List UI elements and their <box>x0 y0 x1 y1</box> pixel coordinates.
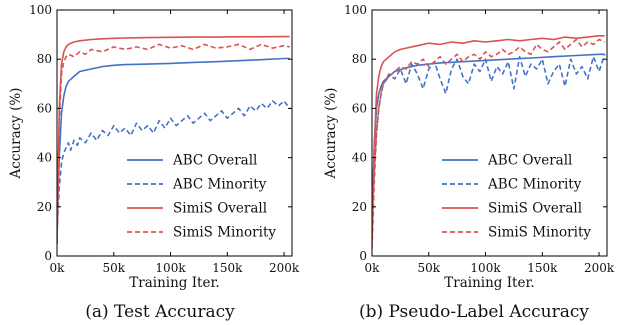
x-axis-label: Training Iter. <box>444 275 534 291</box>
y-tick-label: 40 <box>352 151 367 165</box>
x-tick-label: 150k <box>527 261 558 275</box>
legend: ABC Overall ABC Minority SimiS Overall Simi… <box>127 153 276 241</box>
y-tick-label: 100 <box>344 3 367 17</box>
x-tick-label: 0k <box>50 261 66 275</box>
y-axis-label: Accuracy (%) <box>8 88 24 180</box>
x-tick-label: 200k <box>584 261 615 275</box>
axes-frame <box>56 9 293 257</box>
y-tick-label: 0 <box>44 249 52 263</box>
legend-label: ABC Minority <box>487 177 582 193</box>
x-tick-label: 100k <box>155 261 186 275</box>
y-tick-label: 60 <box>352 101 367 115</box>
legend: ABC Overall ABC Minority SimiS Overall Simi… <box>442 153 591 241</box>
panel-caption: (b) Pseudo-Label Accuracy <box>359 302 589 322</box>
chart-panel-2: 0k 50k 100k 150k 200k 0 20 40 60 80 100 Training It… <box>323 3 615 322</box>
series-line-simis-overall <box>57 35 290 244</box>
series-line-abc-overall <box>372 53 605 220</box>
x-tick-label: 200k <box>269 261 300 275</box>
series-group <box>57 35 291 244</box>
x-tick-label: 0k <box>365 261 381 275</box>
series-line-simis-minority <box>372 38 606 249</box>
x-tick-label: 100k <box>470 261 501 275</box>
series-line-abc-overall <box>57 57 290 227</box>
y-tick-label: 20 <box>37 200 52 214</box>
legend-label: ABC Minority <box>172 177 267 193</box>
x-tick-label: 50k <box>102 261 125 275</box>
x-tick-label: 150k <box>212 261 243 275</box>
x-tick-label: 50k <box>417 261 440 275</box>
axes-frame <box>371 9 608 257</box>
legend-label: ABC Overall <box>172 153 257 169</box>
y-tick-label: 60 <box>37 101 52 115</box>
legend-label: SimiS Minority <box>173 225 276 241</box>
series-line-simis-overall <box>372 35 605 244</box>
y-tick-label: 20 <box>352 200 367 214</box>
x-axis-label: Training Iter. <box>129 275 219 291</box>
y-tick-label: 40 <box>37 151 52 165</box>
y-tick-label: 100 <box>29 3 52 17</box>
series-line-abc-minority <box>57 100 291 232</box>
y-axis-label: Accuracy (%) <box>323 88 339 180</box>
legend-label: SimiS Overall <box>488 201 582 217</box>
legend-label: SimiS Minority <box>488 225 591 241</box>
chart-panel-1: 0k 50k 100k 150k 200k 0 20 40 60 80 100 Training It… <box>8 3 300 322</box>
series-line-abc-minority <box>372 54 606 220</box>
y-tick-label: 80 <box>352 52 367 66</box>
series-line-simis-minority <box>57 43 290 244</box>
legend-label: SimiS Overall <box>173 201 267 217</box>
y-tick-label: 0 <box>359 249 367 263</box>
panel-caption: (a) Test Accuracy <box>85 302 235 322</box>
series-group <box>372 35 606 249</box>
y-tick-label: 80 <box>37 52 52 66</box>
legend-label: ABC Overall <box>487 153 572 169</box>
